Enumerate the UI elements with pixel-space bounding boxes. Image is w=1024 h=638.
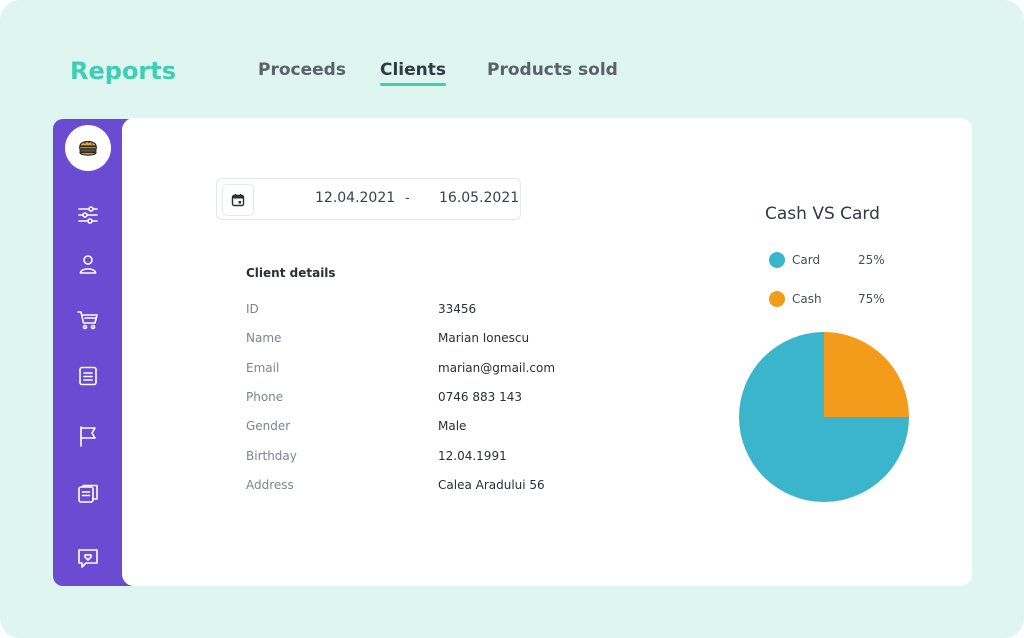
receipts-icon[interactable] bbox=[76, 482, 100, 506]
detail-row-phone: Phone 0746 883 143 bbox=[246, 390, 626, 410]
calendar-button[interactable] bbox=[222, 184, 254, 216]
tab-label: Clients bbox=[380, 60, 447, 80]
detail-label: Birthday bbox=[246, 449, 297, 463]
burger-icon bbox=[79, 140, 97, 156]
detail-label: Phone bbox=[246, 390, 284, 404]
tab-products-sold[interactable]: Products sold bbox=[487, 60, 618, 80]
document-icon[interactable] bbox=[76, 364, 100, 388]
sidebar bbox=[53, 119, 135, 586]
detail-label: Gender bbox=[246, 419, 291, 433]
legend-swatch bbox=[769, 252, 785, 268]
end-date[interactable]: 16.05.2021 bbox=[439, 190, 520, 206]
chart-title: Cash VS Card bbox=[765, 204, 880, 224]
legend-value: 25% bbox=[858, 253, 885, 267]
detail-row-email: Email marian@gmail.com bbox=[246, 361, 626, 381]
client-details-title: Client details bbox=[246, 266, 336, 280]
user-icon[interactable] bbox=[76, 252, 100, 276]
logo[interactable] bbox=[65, 125, 111, 171]
detail-value: Calea Aradului 56 bbox=[438, 478, 545, 492]
pie-slice-card bbox=[824, 332, 909, 417]
cart-icon[interactable] bbox=[76, 308, 100, 332]
start-date[interactable]: 12.04.2021 bbox=[315, 190, 396, 206]
tab-proceeds[interactable]: Proceeds bbox=[258, 60, 346, 80]
detail-value: 33456 bbox=[438, 302, 477, 316]
heart-chat-icon[interactable] bbox=[76, 546, 100, 570]
detail-label: Email bbox=[246, 361, 280, 375]
legend-swatch bbox=[769, 291, 785, 307]
pie-slice-cash bbox=[739, 332, 909, 502]
detail-row-address: Address Calea Aradului 56 bbox=[246, 478, 626, 498]
date-range-picker[interactable]: 12.04.2021 - 16.05.2021 bbox=[216, 178, 521, 220]
date-separator: - bbox=[405, 189, 410, 205]
detail-label: Name bbox=[246, 331, 282, 345]
detail-row-birthday: Birthday 12.04.1991 bbox=[246, 449, 626, 469]
page-title: Reports bbox=[70, 57, 177, 85]
legend-label: Cash bbox=[792, 292, 822, 306]
detail-value: 12.04.1991 bbox=[438, 449, 507, 463]
detail-value: Marian Ionescu bbox=[438, 331, 530, 345]
tab-clients[interactable]: Clients bbox=[380, 60, 447, 86]
main-panel: 12.04.2021 - 16.05.2021 Client details I… bbox=[122, 118, 972, 586]
detail-label: ID bbox=[246, 302, 259, 316]
detail-row-gender: Gender Male bbox=[246, 419, 626, 439]
detail-value: Male bbox=[438, 419, 467, 433]
detail-value: 0746 883 143 bbox=[438, 390, 522, 404]
pie-chart bbox=[739, 332, 909, 502]
flag-icon[interactable] bbox=[76, 424, 100, 448]
legend-value: 75% bbox=[858, 292, 885, 306]
detail-value: marian@gmail.com bbox=[438, 361, 556, 375]
tab-label: Proceeds bbox=[258, 60, 346, 80]
tab-label: Products sold bbox=[487, 60, 618, 80]
active-tab-indicator bbox=[380, 83, 447, 86]
detail-row-name: Name Marian Ionescu bbox=[246, 331, 626, 351]
legend-label: Card bbox=[792, 253, 821, 267]
detail-label: Address bbox=[246, 478, 294, 492]
calendar-icon bbox=[231, 194, 245, 207]
detail-row-id: ID 33456 bbox=[246, 302, 626, 322]
sliders-icon[interactable] bbox=[76, 203, 100, 227]
